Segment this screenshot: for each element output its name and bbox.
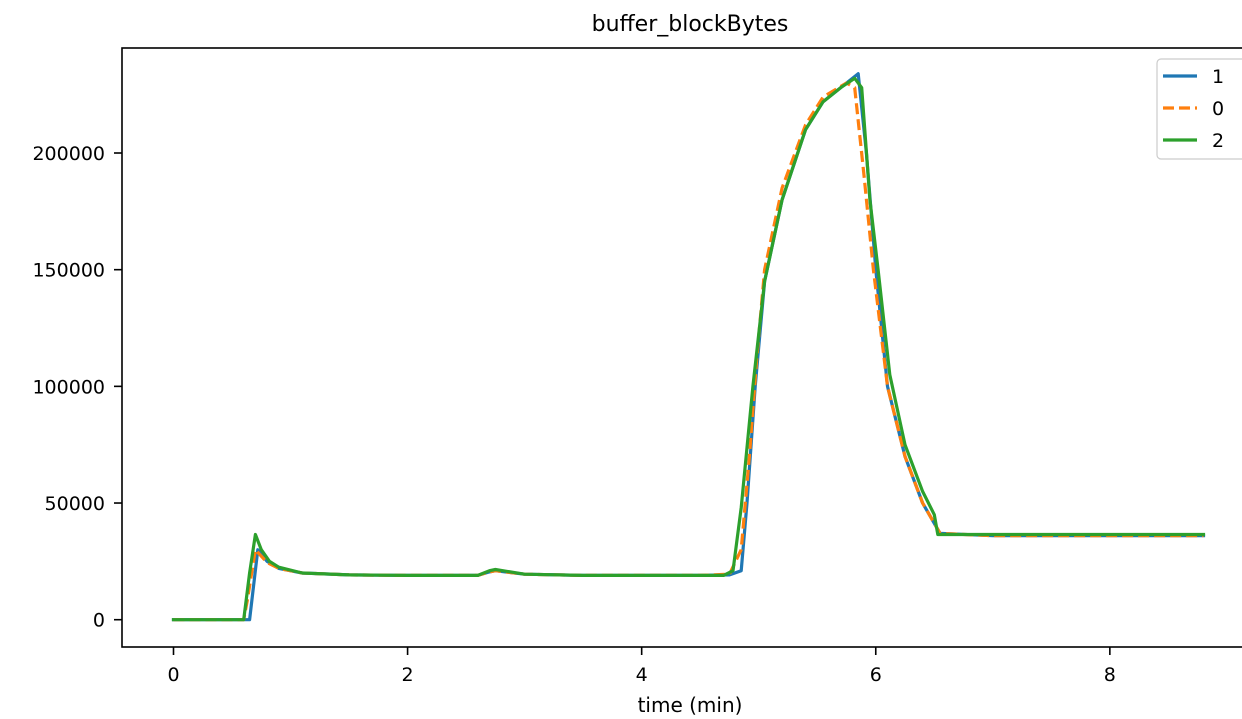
y-axis: 0 50000 100000 150000 200000 xyxy=(32,143,122,632)
x-axis: 0 2 4 6 8 xyxy=(167,647,1116,686)
y-tick-label: 100000 xyxy=(32,376,105,398)
y-tick-label: 200000 xyxy=(32,143,105,165)
series-line-1 xyxy=(171,72,1206,622)
legend: 1 0 2 xyxy=(1156,58,1242,160)
series-lines xyxy=(171,72,1206,622)
x-tick-label: 2 xyxy=(402,664,414,686)
chart-title: buffer_blockBytes xyxy=(592,12,789,37)
series-line-0 xyxy=(173,81,1204,622)
y-tick-label: 150000 xyxy=(32,260,105,282)
plot-frame xyxy=(121,47,1242,648)
legend-label-2: 2 xyxy=(1212,130,1224,152)
x-axis-label: time (min) xyxy=(638,693,743,717)
legend-box xyxy=(1156,58,1242,160)
x-tick-label: 6 xyxy=(870,664,882,686)
x-tick-label: 0 xyxy=(167,664,179,686)
x-tick-label: 4 xyxy=(636,664,648,686)
y-tick-label: 0 xyxy=(93,610,105,632)
y-tick-label: 50000 xyxy=(45,493,105,515)
legend-label-0: 0 xyxy=(1212,98,1224,120)
legend-label-1: 1 xyxy=(1212,66,1224,88)
x-tick-label: 8 xyxy=(1104,664,1116,686)
series-line-2 xyxy=(171,76,1206,622)
